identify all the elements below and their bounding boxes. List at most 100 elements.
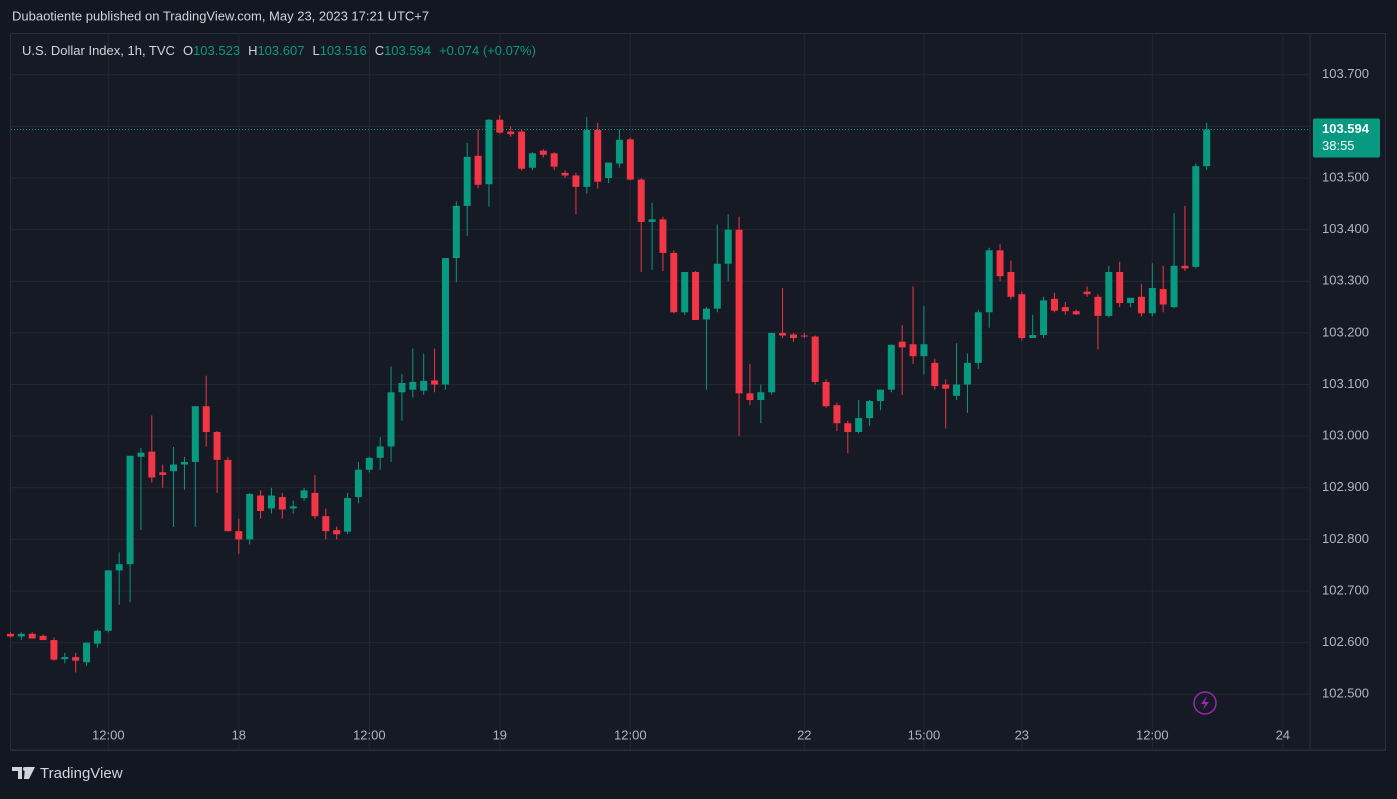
candle-body	[224, 459, 232, 532]
candle-body	[235, 531, 243, 540]
candle-body	[246, 493, 254, 540]
candle-body	[6, 633, 14, 637]
candle-body	[191, 406, 199, 462]
candle-body	[1029, 334, 1037, 339]
candle-body	[28, 633, 36, 639]
candle-body	[1127, 297, 1135, 303]
candle-body	[267, 495, 275, 509]
candle-body	[833, 405, 841, 424]
y-tick-label: 103.400	[1322, 221, 1369, 236]
candle-body	[72, 657, 80, 661]
candle-body	[670, 252, 678, 313]
symbol: U.S. Dollar Index, 1h, TVC	[22, 43, 175, 58]
candle-body	[518, 131, 526, 169]
candle-body	[898, 341, 906, 348]
candle-body	[93, 630, 101, 644]
y-tick-label: 102.700	[1322, 582, 1369, 597]
candle-body	[278, 497, 286, 510]
x-tick-label: 23	[1015, 727, 1029, 742]
candle-body	[909, 344, 917, 357]
candle-body	[441, 258, 449, 385]
candle-body	[811, 336, 819, 382]
y-tick-label: 102.800	[1322, 531, 1369, 546]
candle-body	[931, 362, 939, 387]
candle-body	[1105, 272, 1113, 316]
candle-body	[605, 162, 613, 179]
candle-body	[626, 139, 634, 180]
candle-body	[159, 472, 167, 475]
candle-body	[974, 312, 982, 363]
candle-body	[409, 381, 417, 390]
candle-body	[148, 451, 156, 478]
candle-body	[1116, 272, 1124, 303]
candle-body	[572, 175, 580, 187]
candle-body	[485, 119, 493, 185]
candle-body	[180, 461, 188, 465]
candle-body	[17, 633, 25, 637]
x-tick-label: 24	[1276, 727, 1290, 742]
candle-body	[300, 490, 308, 499]
candle-body	[659, 219, 667, 253]
candle-body	[985, 250, 993, 313]
candle-body	[170, 464, 178, 472]
ohlc-value: 103.594	[384, 43, 432, 58]
candle-body	[496, 119, 504, 133]
candle-body	[1007, 272, 1015, 297]
candle-body	[354, 469, 362, 498]
candle-body	[1094, 296, 1102, 316]
candle-body	[115, 564, 123, 571]
candle-body	[800, 335, 808, 337]
candle-body	[1203, 129, 1211, 167]
candle-body	[463, 156, 471, 206]
candle-body	[637, 179, 645, 222]
candle-body	[550, 153, 558, 167]
candle-body	[953, 384, 961, 396]
candle-body	[213, 432, 221, 460]
y-tick-label: 102.600	[1322, 634, 1369, 649]
brand: TradingView	[40, 765, 123, 782]
candle-body	[963, 362, 971, 385]
y-tick-label: 102.900	[1322, 479, 1369, 494]
candle-body	[1018, 294, 1026, 339]
y-tick-label: 103.500	[1322, 169, 1369, 184]
price-tag-value: 103.594	[1322, 121, 1370, 136]
x-tick-label: 12:00	[353, 727, 386, 742]
countdown: 38:55	[1322, 138, 1355, 153]
ohlc-label: C	[374, 43, 385, 58]
candle-body	[615, 139, 623, 164]
ohlc-value: 103.607	[257, 43, 305, 58]
x-tick-label: 22	[797, 727, 811, 742]
candle-body	[83, 642, 91, 663]
candle-body	[539, 150, 547, 155]
candle-body	[942, 384, 950, 389]
candle-body	[887, 344, 895, 390]
candle-body	[104, 570, 112, 631]
candle-body	[365, 457, 373, 470]
candle-body	[257, 495, 265, 511]
candle-body	[855, 418, 863, 433]
candle-body	[420, 380, 428, 391]
candle-body	[311, 492, 319, 517]
candle-body	[681, 272, 689, 313]
candle-body	[202, 406, 210, 433]
candle-body	[920, 344, 928, 357]
candle-body	[376, 446, 384, 458]
x-tick-label: 12:00	[1136, 727, 1169, 742]
x-tick-label: 18	[232, 727, 246, 742]
candle-body	[702, 308, 710, 320]
ohlc-label: H	[248, 43, 258, 58]
candles	[6, 115, 1211, 673]
candle-body	[344, 498, 352, 532]
x-tick-label: 12:00	[614, 727, 647, 742]
candle-body	[50, 640, 58, 660]
candle-body	[779, 332, 787, 336]
candle-body	[452, 205, 460, 259]
candle-body	[1083, 291, 1091, 295]
candle-body	[648, 219, 656, 222]
candle-body	[1072, 311, 1080, 315]
candle-body	[1181, 265, 1189, 269]
candle-body	[1137, 296, 1145, 314]
candle-body	[583, 130, 591, 187]
candle-body	[1170, 265, 1178, 308]
